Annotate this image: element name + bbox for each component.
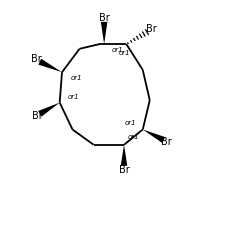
Polygon shape bbox=[121, 145, 127, 166]
Text: or1: or1 bbox=[118, 50, 130, 56]
Text: Br: Br bbox=[99, 13, 110, 23]
Polygon shape bbox=[38, 103, 60, 117]
Text: or1: or1 bbox=[125, 120, 136, 126]
Polygon shape bbox=[38, 59, 62, 72]
Text: or1: or1 bbox=[111, 47, 123, 53]
Text: Br: Br bbox=[31, 54, 42, 64]
Text: Br: Br bbox=[146, 24, 157, 34]
Text: or1: or1 bbox=[70, 75, 82, 81]
Text: Br: Br bbox=[32, 111, 42, 121]
Text: or1: or1 bbox=[68, 94, 80, 100]
Text: Br: Br bbox=[119, 164, 129, 174]
Text: or1: or1 bbox=[128, 134, 139, 139]
Polygon shape bbox=[143, 129, 165, 143]
Text: Br: Br bbox=[161, 137, 172, 147]
Polygon shape bbox=[101, 22, 107, 44]
